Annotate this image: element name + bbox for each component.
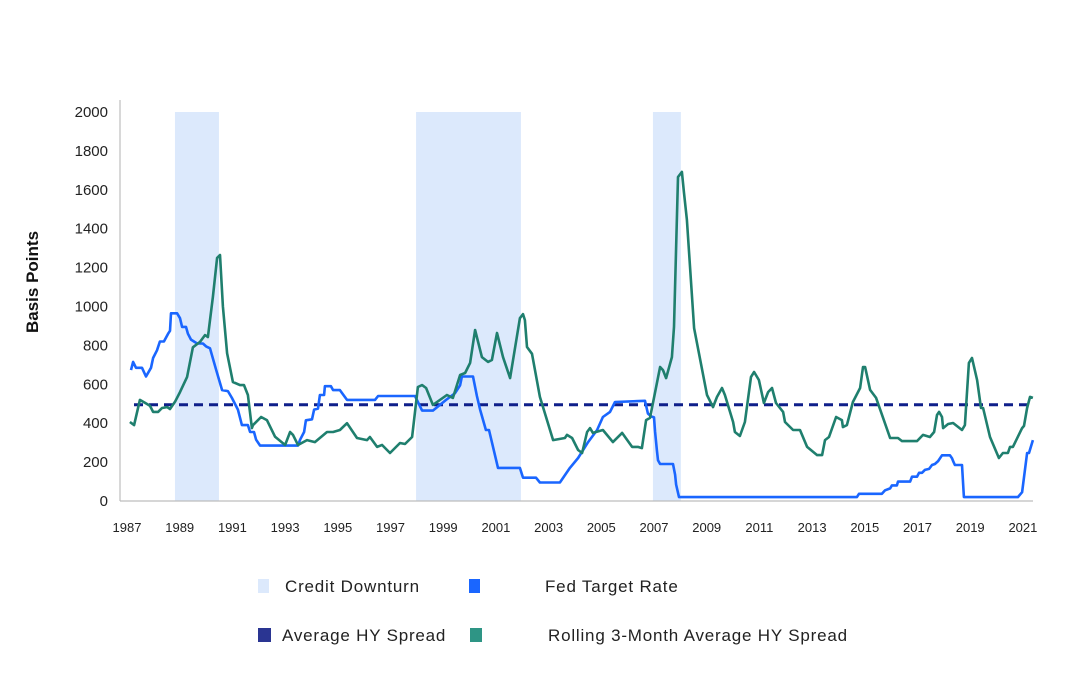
x-tick-label: 2001	[481, 520, 510, 535]
x-tick-label: 1991	[218, 520, 247, 535]
y-tick-label: 1000	[75, 299, 108, 316]
x-tick-label: 1999	[429, 520, 458, 535]
legend-swatch-fed-target-rate	[469, 579, 480, 593]
y-tick-label: 800	[83, 337, 108, 354]
y-tick-label: 1600	[75, 182, 108, 199]
legend-label-average-hy-spread: Average HY Spread	[282, 626, 446, 645]
legend-item-credit-downturn: Credit Downturn	[258, 577, 420, 596]
x-tick-label: 1993	[271, 520, 300, 535]
x-tick-label: 2013	[798, 520, 827, 535]
y-tick-label: 400	[83, 415, 108, 432]
credit-downturn-band	[416, 112, 521, 501]
y-tick-label: 2000	[75, 104, 108, 121]
legend-swatch-rolling-hy-spread	[470, 628, 482, 642]
x-tick-label: 1997	[376, 520, 405, 535]
y-axis-label: Basis Points	[23, 231, 42, 333]
legend-label-rolling-hy-spread: Rolling 3-Month Average HY Spread	[548, 626, 848, 645]
x-tick-label: 1987	[113, 520, 142, 535]
x-tick-label: 2015	[850, 520, 879, 535]
legend-swatch-credit-downturn	[258, 579, 269, 593]
x-tick-label: 2003	[534, 520, 563, 535]
x-tick-label: 2009	[692, 520, 721, 535]
legend-item-rolling-hy-spread: Rolling 3-Month Average HY Spread	[470, 626, 848, 645]
y-tick-label: 1400	[75, 221, 108, 238]
y-tick-label: 200	[83, 454, 108, 471]
x-tick-label: 2011	[745, 520, 773, 535]
fed-target-rate-line	[129, 312, 1035, 499]
x-axis-ticks: 1987 1989 1991 1993 1995 1997 1999 2001 2003 2005…	[113, 520, 1038, 535]
legend-item-average-hy-spread: Average HY Spread	[258, 626, 446, 645]
legend-item-fed-target-rate: Fed Target Rate	[469, 577, 679, 596]
y-tick-label: 1800	[75, 143, 108, 160]
x-tick-label: 2019	[956, 520, 985, 535]
legend-swatch-average-hy-spread	[258, 628, 271, 642]
y-tick-label: 0	[100, 493, 108, 510]
y-tick-label: 600	[83, 376, 108, 393]
credit-downturn-band	[652, 112, 681, 501]
y-tick-label: 1200	[75, 260, 108, 277]
x-tick-label: 2021	[1008, 520, 1037, 535]
legend-label-fed-target-rate: Fed Target Rate	[545, 577, 679, 596]
x-tick-label: 1995	[323, 520, 352, 535]
y-axis-ticks: 0 200 400 600 800 1000 1200 1400 1600 1800 2000	[75, 104, 108, 510]
x-tick-label: 2007	[640, 520, 669, 535]
legend: Credit Downturn Fed Target Rate Average …	[258, 577, 848, 645]
x-tick-label: 2005	[587, 520, 616, 535]
credit-downturn-shading	[174, 112, 681, 501]
legend-label-credit-downturn: Credit Downturn	[285, 577, 420, 596]
x-tick-label: 2017	[903, 520, 932, 535]
x-tick-label: 1989	[165, 520, 194, 535]
rolling-hy-spread-line	[129, 170, 1034, 460]
series-lines	[129, 170, 1035, 499]
